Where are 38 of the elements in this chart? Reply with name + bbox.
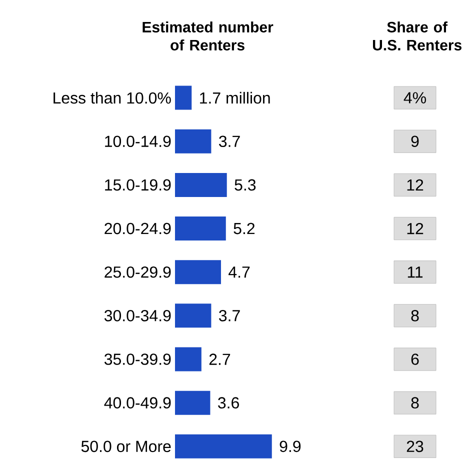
chart-title: Estimated number of Renters	[142, 21, 274, 50]
data-label: 8	[411, 397, 419, 408]
bar	[175, 260, 221, 284]
bar	[175, 390, 210, 415]
data-label: 12	[407, 222, 424, 234]
data-label: 12	[407, 179, 424, 191]
bar	[175, 86, 192, 110]
y-tick-label: 15.0-19.9	[105, 179, 171, 191]
data-label: 6	[411, 354, 419, 365]
y-tick-label: 10.0-14.9	[105, 136, 171, 148]
data-label: 8	[411, 310, 419, 322]
y-tick-label: 25.0-29.9	[104, 266, 171, 278]
data-label: 9.9	[280, 440, 301, 452]
data-label: 2.7	[209, 354, 230, 365]
y-tick-label: Less than 10.0%	[54, 92, 171, 104]
text: Share of U.S. Renters	[372, 21, 462, 50]
data-label: 5.2	[234, 222, 255, 234]
data-label: 11	[408, 266, 423, 278]
y-tick-label: 35.0-39.9	[104, 354, 171, 365]
data-label: 3.7	[219, 310, 240, 322]
data-label: 4.7	[228, 266, 250, 278]
y-tick-label: 30.0-34.9	[104, 310, 171, 322]
y-tick-label: 20.0-24.9	[104, 222, 171, 234]
data-label: 9	[411, 136, 419, 148]
bar	[175, 172, 227, 197]
data-label: 5.3	[234, 179, 256, 191]
bar	[175, 347, 202, 372]
bar	[175, 304, 212, 328]
y-tick-label: 50.0 or More	[81, 440, 171, 452]
data-label: 1.7 million	[200, 92, 270, 104]
bar	[175, 216, 226, 241]
data-label: 3.6	[218, 397, 239, 408]
data-label: 3.7	[219, 136, 240, 148]
data-label: 23	[406, 440, 424, 452]
y-tick-label: 40.0-49.9	[104, 397, 171, 408]
bar	[175, 434, 272, 458]
bar	[175, 129, 212, 154]
data-label: 4%	[404, 92, 426, 104]
